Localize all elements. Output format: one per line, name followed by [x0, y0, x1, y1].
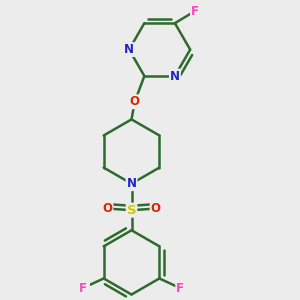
- Text: F: F: [176, 282, 184, 295]
- Text: F: F: [79, 282, 87, 295]
- Text: N: N: [124, 43, 134, 56]
- Text: O: O: [130, 95, 140, 108]
- Text: O: O: [151, 202, 160, 215]
- Text: N: N: [127, 177, 136, 190]
- Text: O: O: [102, 202, 112, 215]
- Text: S: S: [127, 204, 136, 217]
- Text: N: N: [170, 70, 180, 83]
- Text: F: F: [191, 4, 199, 18]
